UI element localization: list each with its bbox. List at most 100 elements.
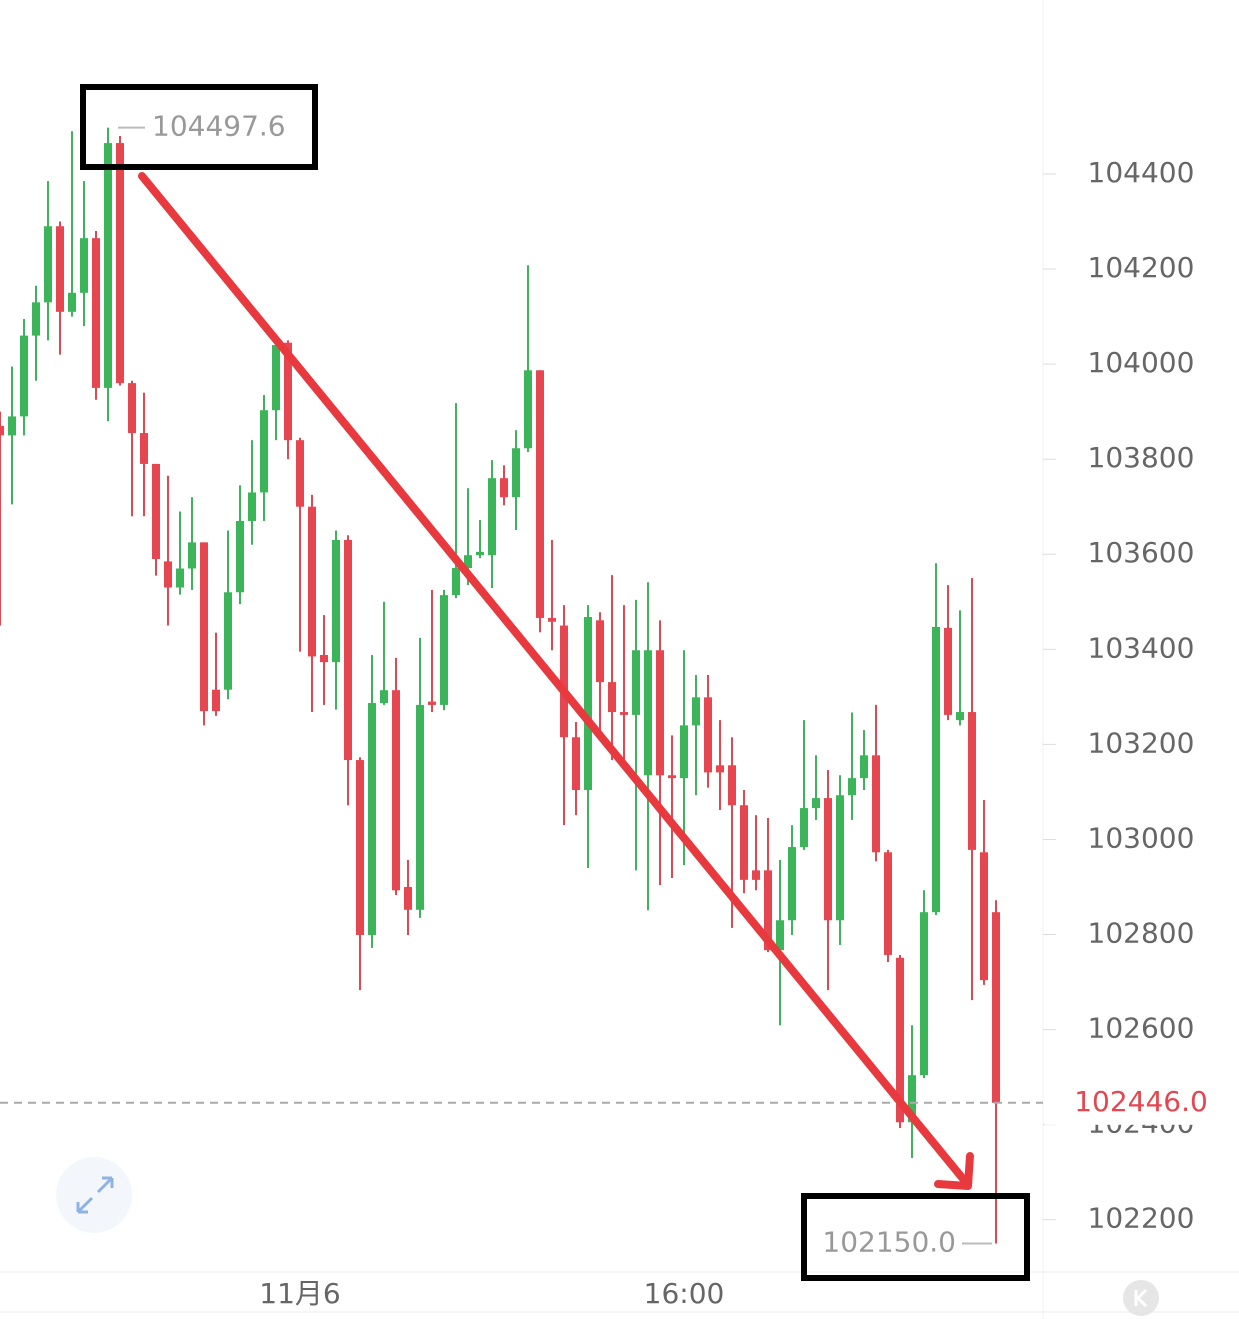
- candle-body: [296, 440, 304, 507]
- candle-body: [344, 539, 352, 761]
- candle-body: [0, 425, 4, 436]
- expand-button[interactable]: [56, 1157, 132, 1233]
- highlight-box: [80, 84, 318, 170]
- candle-body: [764, 870, 772, 951]
- candle-body: [368, 703, 376, 935]
- candle-body: [776, 920, 784, 951]
- candle-body: [380, 690, 388, 704]
- candle-body: [188, 542, 196, 569]
- candle-body: [812, 798, 820, 809]
- candle-body: [308, 506, 316, 657]
- candle-body: [248, 492, 256, 521]
- candle-body: [860, 755, 868, 779]
- y-tick-label: 103200: [1088, 726, 1195, 759]
- plot: 1022001024001026001028001030001032001034…: [0, 110, 1239, 1310]
- candle-body: [956, 712, 964, 721]
- candle-body: [644, 650, 652, 776]
- candle-body: [116, 143, 124, 384]
- candle-body: [584, 616, 592, 791]
- candle-body: [536, 370, 544, 618]
- candle-body: [680, 725, 688, 779]
- candle-body: [920, 912, 928, 1076]
- candle-body: [632, 650, 640, 715]
- candle-body: [428, 701, 436, 705]
- candle-body: [92, 238, 100, 388]
- last-price-bg: [1045, 1080, 1239, 1125]
- y-tick-label: 102800: [1088, 917, 1195, 950]
- candle-body: [524, 370, 532, 449]
- candle-body: [704, 697, 712, 773]
- candle-body: [80, 238, 88, 293]
- y-tick-label: 104400: [1088, 156, 1195, 189]
- candle-body: [320, 655, 328, 663]
- highlight-box: [801, 1193, 1030, 1281]
- y-tick-label: 104200: [1088, 251, 1195, 284]
- candle-body: [32, 302, 40, 336]
- candle-body: [788, 847, 796, 921]
- candle-body: [140, 433, 148, 464]
- candle-body: [740, 805, 748, 880]
- candle-body: [416, 704, 424, 910]
- candle-body: [824, 798, 832, 921]
- candle-body: [260, 410, 268, 493]
- candle-body: [488, 478, 496, 556]
- y-tick-label: 104000: [1088, 346, 1195, 379]
- candle-body: [896, 957, 904, 1123]
- candle-body: [500, 478, 508, 498]
- y-tick-label: 103800: [1088, 441, 1195, 474]
- candle-body: [8, 416, 16, 436]
- candle-body: [560, 625, 568, 738]
- candle-body: [68, 292, 76, 312]
- y-tick-label: 102600: [1088, 1012, 1195, 1045]
- candle-body: [932, 626, 940, 913]
- x-tick-label: 16:00: [644, 1277, 725, 1310]
- candle-body: [836, 795, 844, 921]
- candle-body: [20, 335, 28, 417]
- candle-body: [356, 760, 364, 935]
- candle-body: [848, 778, 856, 796]
- candle-body: [968, 712, 976, 850]
- min-label: 102150.0: [822, 1225, 956, 1258]
- candle-body: [548, 617, 556, 622]
- candle-body: [404, 886, 412, 910]
- candle-body: [752, 870, 760, 880]
- candle-body: [872, 755, 880, 853]
- candle-body: [176, 568, 184, 588]
- k-button[interactable]: [1123, 1280, 1159, 1316]
- arrow-head: [934, 1152, 974, 1190]
- candle-body: [692, 697, 700, 726]
- candle-body: [152, 463, 160, 559]
- candle-body: [164, 561, 172, 588]
- candle-body: [908, 1075, 916, 1123]
- candle-body: [284, 342, 292, 441]
- candle-body: [728, 765, 736, 806]
- candle-body: [716, 765, 724, 773]
- candle-body: [980, 852, 988, 981]
- candle-body: [56, 226, 64, 312]
- candle-body: [596, 620, 604, 683]
- candle-body: [668, 775, 676, 779]
- candle-body: [128, 383, 136, 434]
- y-tick-label: 103000: [1088, 821, 1195, 854]
- candle-body: [392, 690, 400, 891]
- candle-body: [212, 689, 220, 712]
- candle-body: [572, 737, 580, 791]
- trend-arrow: [138, 172, 968, 1184]
- overlay: [56, 84, 1159, 1316]
- y-tick-label: 103600: [1088, 536, 1195, 569]
- candle-body: [464, 555, 472, 569]
- candle-body: [224, 592, 232, 690]
- candle-body: [452, 568, 460, 596]
- candle-body: [44, 226, 52, 303]
- candle-body: [608, 682, 616, 713]
- x-tick-label: 11月6: [259, 1277, 340, 1310]
- last-price-label: 102446.0: [1074, 1085, 1208, 1118]
- candle-body: [236, 520, 244, 593]
- candle-body: [104, 143, 112, 388]
- expand-icon: [76, 1176, 114, 1214]
- candle-body: [944, 627, 952, 715]
- y-tick-label: 102200: [1088, 1202, 1195, 1235]
- candle-body: [476, 551, 484, 556]
- max-label: 104497.6: [152, 110, 286, 143]
